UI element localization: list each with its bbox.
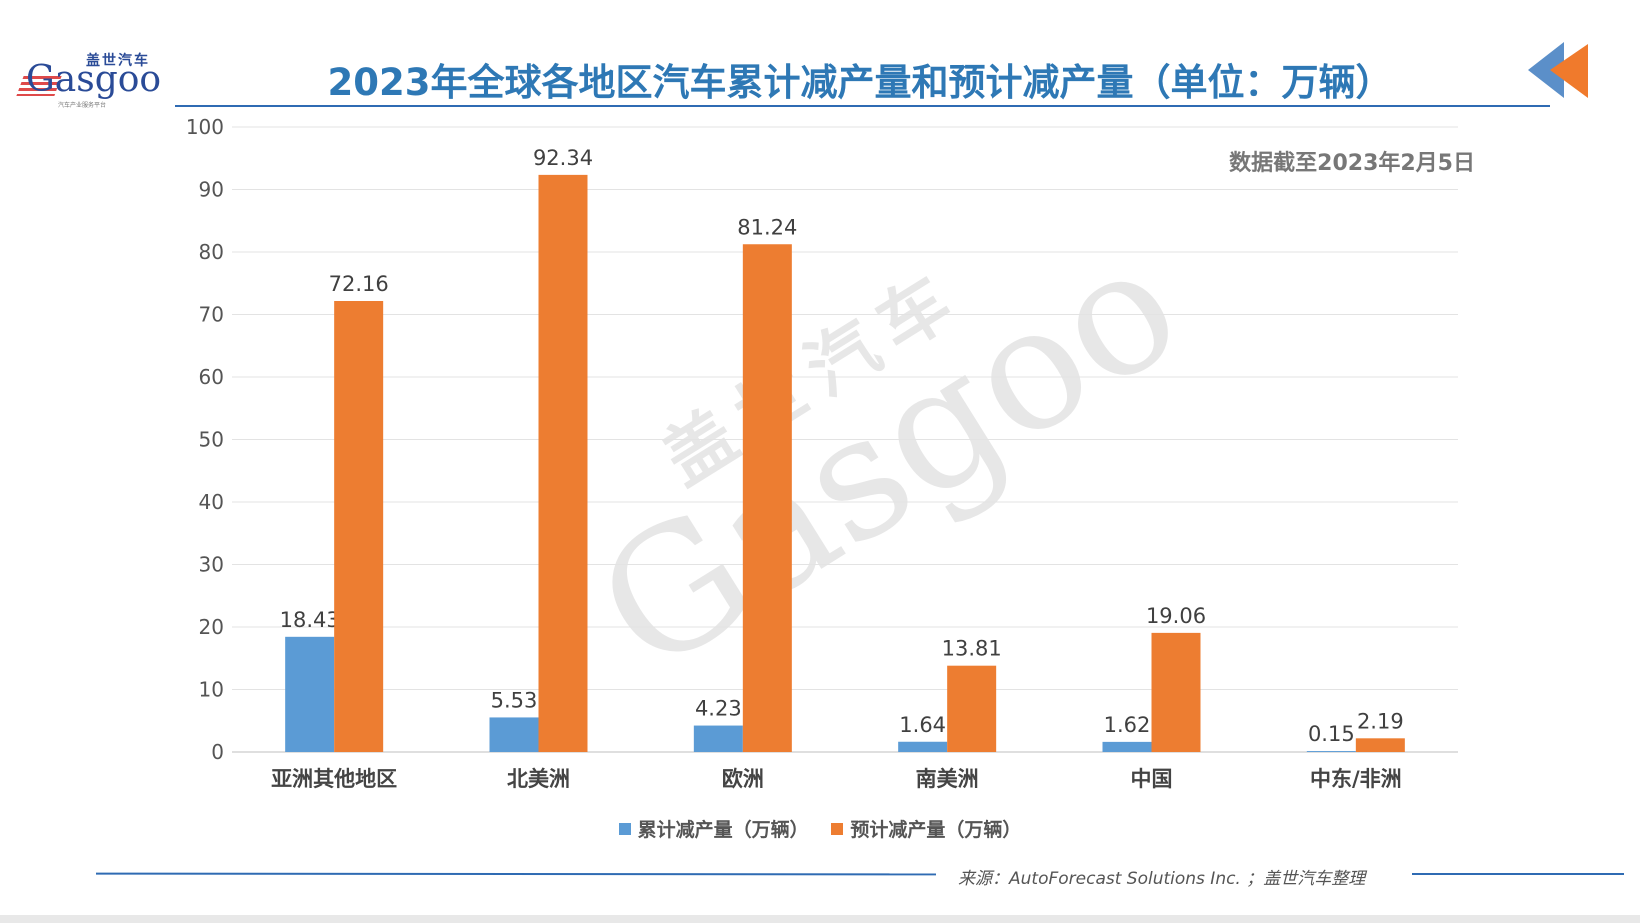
- data-date-note: 数据截至2023年2月5日: [1229, 150, 1475, 176]
- legend-swatch-series2: [831, 822, 844, 835]
- data-label: 18.43: [280, 608, 340, 632]
- data-label: 19.06: [1146, 604, 1206, 628]
- data-label: 92.34: [533, 146, 593, 170]
- data-label: 72.16: [329, 272, 389, 296]
- data-label: 4.23: [695, 697, 742, 721]
- title-rule: [175, 105, 1550, 107]
- y-tick-label: 0: [211, 740, 224, 764]
- legend: 累计减产量（万辆） 预计减产量（万辆）: [0, 815, 1640, 842]
- x-tick-label: 亚洲其他地区: [271, 767, 397, 791]
- data-label: 13.81: [942, 637, 1002, 661]
- arrow-decoration-icon: [1528, 42, 1588, 98]
- gasgoo-logo: 盖世汽车 Gasgoo 汽车产业服务平台: [16, 50, 166, 112]
- bar-1: [898, 741, 948, 752]
- legend-label-series1: 累计减产量（万辆）: [637, 819, 809, 841]
- x-tick-label: 中国: [1131, 767, 1173, 791]
- footer-rule-right: [1412, 873, 1624, 875]
- x-tick-label: 北美洲: [507, 767, 570, 791]
- logo-sub-text: 汽车产业服务平台: [58, 102, 107, 109]
- data-label: 2.19: [1357, 709, 1404, 733]
- legend-item-series2: 预计减产量（万辆）: [831, 815, 1021, 842]
- x-tick-label: 中东/非洲: [1310, 767, 1402, 791]
- y-tick-label: 60: [199, 365, 224, 389]
- y-tick-label: 30: [199, 553, 224, 577]
- data-label: 1.62: [1104, 713, 1151, 737]
- legend-label-series2: 预计减产量（万辆）: [850, 819, 1022, 841]
- bar-1: [489, 717, 539, 752]
- bar-1: [1306, 751, 1356, 752]
- legend-swatch-series1: [618, 822, 631, 835]
- logo-en-text: Gasgoo: [26, 59, 162, 100]
- data-label: 0.15: [1308, 722, 1355, 746]
- y-tick-label: 100: [186, 115, 224, 139]
- bar-1: [285, 636, 335, 752]
- bar-2: [538, 174, 588, 752]
- y-tick-label: 90: [199, 178, 224, 202]
- data-label: 81.24: [737, 215, 797, 239]
- legend-item-series1: 累计减产量（万辆）: [618, 815, 809, 842]
- y-tick-label: 20: [199, 615, 224, 639]
- x-tick-label: 南美洲: [916, 767, 979, 791]
- bar-2: [1355, 738, 1405, 752]
- y-tick-label: 50: [199, 428, 224, 452]
- bar-2: [742, 244, 792, 752]
- y-tick-label: 70: [199, 303, 224, 327]
- y-tick-label: 10: [199, 678, 224, 702]
- y-tick-label: 40: [199, 490, 224, 514]
- bar-2: [1151, 632, 1201, 752]
- x-tick-label: 欧洲: [722, 767, 764, 791]
- data-label: 1.64: [899, 713, 946, 737]
- bar-2: [334, 301, 384, 752]
- bar-1: [693, 725, 743, 752]
- bar-2: [947, 665, 997, 752]
- chart-title: 2023年全球各地区汽车累计减产量和预计减产量（单位：万辆）: [327, 61, 1393, 104]
- y-tick-label: 80: [199, 240, 224, 264]
- data-label: 5.53: [491, 688, 538, 712]
- logo-cn-text: 盖世汽车: [86, 53, 150, 69]
- bar-1: [1102, 741, 1152, 752]
- bottom-bar: [0, 915, 1640, 923]
- source-note: 来源：AutoForecast Solutions Inc. ；盖世汽车整理: [958, 869, 1366, 889]
